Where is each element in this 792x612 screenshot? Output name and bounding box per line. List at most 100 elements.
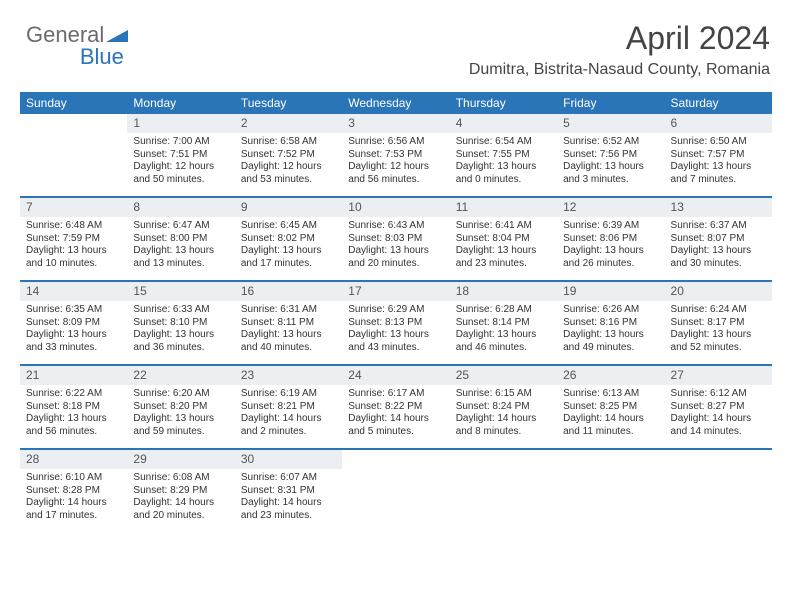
day-number: 28 [20,450,127,469]
header: April 2024 Dumitra, Bistrita-Nasaud Coun… [469,20,770,79]
daylight2-text: and 50 minutes. [133,174,228,187]
sunrise-text: Sunrise: 6:22 AM [26,388,121,401]
daylight2-text: and 8 minutes. [456,426,551,439]
sunset-text: Sunset: 7:55 PM [456,149,551,162]
sunset-text: Sunset: 8:02 PM [241,233,336,246]
calendar-cell: 4Sunrise: 6:54 AMSunset: 7:55 PMDaylight… [450,114,557,196]
calendar-body: 1Sunrise: 7:00 AMSunset: 7:51 PMDaylight… [20,114,772,532]
day-number: 14 [20,282,127,301]
day-number: 24 [342,366,449,385]
daylight2-text: and 56 minutes. [26,426,121,439]
calendar-cell: 30Sunrise: 6:07 AMSunset: 8:31 PMDayligh… [235,450,342,532]
sunrise-text: Sunrise: 6:15 AM [456,388,551,401]
sunrise-text: Sunrise: 6:45 AM [241,220,336,233]
sunset-text: Sunset: 8:10 PM [133,317,228,330]
calendar-cell: 16Sunrise: 6:31 AMSunset: 8:11 PMDayligh… [235,282,342,364]
daylight2-text: and 59 minutes. [133,426,228,439]
sunset-text: Sunset: 8:29 PM [133,485,228,498]
weekday-header: Wednesday [342,92,449,114]
daylight1-text: Daylight: 14 hours [133,497,228,510]
sunrise-text: Sunrise: 6:41 AM [456,220,551,233]
sunrise-text: Sunrise: 6:52 AM [563,136,658,149]
cell-content: Sunrise: 6:13 AMSunset: 8:25 PMDaylight:… [557,385,664,444]
sunset-text: Sunset: 8:25 PM [563,401,658,414]
daylight1-text: Daylight: 13 hours [133,329,228,342]
calendar-cell [450,450,557,532]
sunset-text: Sunset: 8:14 PM [456,317,551,330]
cell-content: Sunrise: 6:43 AMSunset: 8:03 PMDaylight:… [342,217,449,276]
daylight2-text: and 7 minutes. [671,174,766,187]
day-number: 4 [450,114,557,133]
daylight1-text: Daylight: 12 hours [241,161,336,174]
sunset-text: Sunset: 8:07 PM [671,233,766,246]
calendar-row: 21Sunrise: 6:22 AMSunset: 8:18 PMDayligh… [20,366,772,450]
daylight1-text: Daylight: 14 hours [348,413,443,426]
sunrise-text: Sunrise: 6:43 AM [348,220,443,233]
calendar-cell: 26Sunrise: 6:13 AMSunset: 8:25 PMDayligh… [557,366,664,448]
day-number: 8 [127,198,234,217]
calendar: Sunday Monday Tuesday Wednesday Thursday… [20,92,772,532]
calendar-cell: 22Sunrise: 6:20 AMSunset: 8:20 PMDayligh… [127,366,234,448]
daylight1-text: Daylight: 13 hours [671,161,766,174]
sunrise-text: Sunrise: 6:58 AM [241,136,336,149]
calendar-cell: 2 Sunrise: 6:58 AMSunset: 7:52 PMDaylight… [235,114,342,196]
daylight1-text: Daylight: 14 hours [456,413,551,426]
cell-content: Sunrise: 6:29 AMSunset: 8:13 PMDaylight:… [342,301,449,360]
day-number: 19 [557,282,664,301]
sunrise-text: Sunrise: 6:29 AM [348,304,443,317]
daylight1-text: Daylight: 13 hours [456,161,551,174]
calendar-cell: 23Sunrise: 6:19 AMSunset: 8:21 PMDayligh… [235,366,342,448]
weekday-header: Friday [557,92,664,114]
calendar-cell [20,114,127,196]
daylight2-text: and 17 minutes. [241,258,336,271]
cell-content: Sunrise: 6:48 AMSunset: 7:59 PMDaylight:… [20,217,127,276]
daylight1-text: Daylight: 13 hours [456,245,551,258]
daylight1-text: Daylight: 13 hours [241,245,336,258]
cell-content: Sunrise: 6:12 AMSunset: 8:27 PMDaylight:… [665,385,772,444]
cell-content: Sunrise: 6:24 AMSunset: 8:17 PMDaylight:… [665,301,772,360]
sunrise-text: Sunrise: 6:26 AM [563,304,658,317]
calendar-cell: 21Sunrise: 6:22 AMSunset: 8:18 PMDayligh… [20,366,127,448]
calendar-cell: 6Sunrise: 6:50 AMSunset: 7:57 PMDaylight… [665,114,772,196]
daylight2-text: and 3 minutes. [563,174,658,187]
day-number: 6 [665,114,772,133]
calendar-header-row: Sunday Monday Tuesday Wednesday Thursday… [20,92,772,114]
calendar-cell: 24Sunrise: 6:17 AMSunset: 8:22 PMDayligh… [342,366,449,448]
sunset-text: Sunset: 7:52 PM [241,149,336,162]
calendar-cell [557,450,664,532]
calendar-cell: 19Sunrise: 6:26 AMSunset: 8:16 PMDayligh… [557,282,664,364]
weekday-header: Tuesday [235,92,342,114]
sunrise-text: Sunrise: 6:28 AM [456,304,551,317]
sunset-text: Sunset: 8:06 PM [563,233,658,246]
daylight1-text: Daylight: 13 hours [26,329,121,342]
daylight2-text: and 0 minutes. [456,174,551,187]
calendar-cell: 13Sunrise: 6:37 AMSunset: 8:07 PMDayligh… [665,198,772,280]
sunrise-text: Sunrise: 6:37 AM [671,220,766,233]
daylight2-text: and 14 minutes. [671,426,766,439]
weekday-header: Thursday [450,92,557,114]
daylight2-text: and 46 minutes. [456,342,551,355]
location-text: Dumitra, Bistrita-Nasaud County, Romania [469,61,770,79]
cell-content: Sunrise: 6:20 AMSunset: 8:20 PMDaylight:… [127,385,234,444]
cell-content: Sunrise: 6:50 AMSunset: 7:57 PMDaylight:… [665,133,772,192]
calendar-cell: 7Sunrise: 6:48 AMSunset: 7:59 PMDaylight… [20,198,127,280]
sunset-text: Sunset: 8:18 PM [26,401,121,414]
daylight1-text: Daylight: 13 hours [671,245,766,258]
calendar-cell: 28Sunrise: 6:10 AMSunset: 8:28 PMDayligh… [20,450,127,532]
sunset-text: Sunset: 8:31 PM [241,485,336,498]
daylight2-text: and 53 minutes. [241,174,336,187]
daylight1-text: Daylight: 12 hours [133,161,228,174]
calendar-cell [665,450,772,532]
day-number: 30 [235,450,342,469]
cell-content: Sunrise: 6:10 AMSunset: 8:28 PMDaylight:… [20,469,127,528]
sunrise-text: Sunrise: 6:47 AM [133,220,228,233]
daylight2-text: and 56 minutes. [348,174,443,187]
daylight1-text: Daylight: 13 hours [671,329,766,342]
sunset-text: Sunset: 8:04 PM [456,233,551,246]
cell-content: Sunrise: 6:35 AMSunset: 8:09 PMDaylight:… [20,301,127,360]
day-number: 2 [235,114,342,133]
cell-content: Sunrise: 6:17 AMSunset: 8:22 PMDaylight:… [342,385,449,444]
sunset-text: Sunset: 8:21 PM [241,401,336,414]
day-number: 15 [127,282,234,301]
day-number: 18 [450,282,557,301]
